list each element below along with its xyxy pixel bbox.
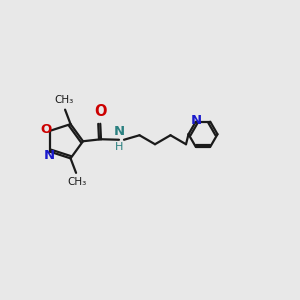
Text: N: N <box>190 114 202 127</box>
Text: CH₃: CH₃ <box>54 95 74 105</box>
Text: O: O <box>41 123 52 136</box>
Text: O: O <box>94 104 106 119</box>
Text: N: N <box>114 125 125 138</box>
Text: H: H <box>115 142 124 152</box>
Text: CH₃: CH₃ <box>68 177 87 187</box>
Text: N: N <box>44 149 55 162</box>
